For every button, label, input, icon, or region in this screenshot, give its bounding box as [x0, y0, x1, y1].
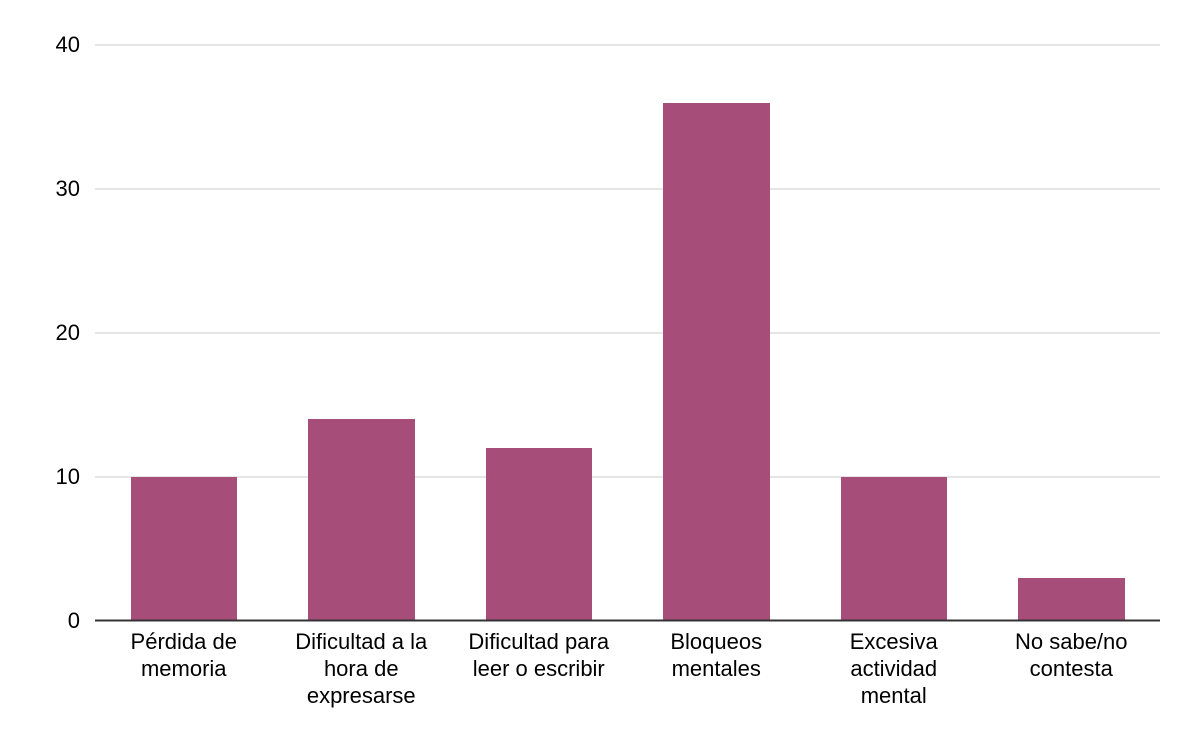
x-tick-label: Dificultad para leer o escribir	[468, 629, 610, 681]
bar-2	[308, 419, 415, 621]
bar-slot	[983, 45, 1161, 621]
y-tick-label: 20	[55, 320, 80, 345]
x-tick-label: Pérdida de memoria	[130, 629, 237, 681]
x-tick-label: No sabe/no contesta	[1014, 629, 1128, 681]
gridline	[95, 332, 1160, 334]
bar-slot	[273, 45, 451, 621]
bar-slot	[628, 45, 806, 621]
y-tick-label: 30	[55, 176, 80, 201]
x-slot: Bloqueos mentales	[628, 629, 806, 709]
bar-5	[840, 477, 947, 621]
bars	[95, 45, 1160, 621]
gridline	[95, 44, 1160, 46]
x-tick-label: Dificultad a la hora de expresarse	[295, 629, 428, 708]
bar-1	[130, 477, 237, 621]
bar-6	[1018, 577, 1125, 621]
x-slot: Pérdida de memoria	[95, 629, 273, 709]
x-slot: Dificultad a la hora de expresarse	[273, 629, 451, 709]
x-axis: Pérdida de memoria Dificultad a la hora d…	[95, 629, 1160, 709]
y-axis: 0 10 20 30 40	[0, 34, 80, 632]
gridlines	[95, 44, 1160, 622]
x-slot: Excesiva actividad mental	[805, 629, 983, 709]
bar-3	[485, 448, 592, 621]
bar-slot	[450, 45, 628, 621]
y-tick-label: 10	[55, 464, 80, 489]
y-tick-label: 0	[67, 608, 80, 633]
x-axis-line	[95, 619, 1160, 622]
y-tick-label: 40	[55, 32, 80, 57]
bar-slot	[95, 45, 273, 621]
gridline	[95, 476, 1160, 478]
bar-4	[663, 102, 770, 621]
x-slot: Dificultad para leer o escribir	[450, 629, 628, 709]
x-slot: No sabe/no contesta	[983, 629, 1161, 709]
plot-area	[95, 44, 1160, 622]
x-tick-label: Bloqueos mentales	[670, 629, 763, 681]
x-tick-label: Excesiva actividad mental	[849, 629, 938, 708]
gridline	[95, 188, 1160, 190]
bar-slot	[805, 45, 983, 621]
